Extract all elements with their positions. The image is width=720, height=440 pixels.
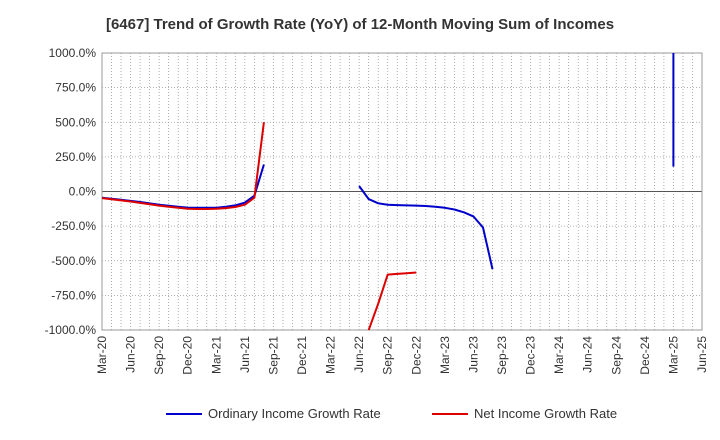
y-tick-label: 500.0% <box>55 115 96 129</box>
legend-swatch-net-income <box>432 413 468 415</box>
y-tick-label: -750.0% <box>51 288 96 302</box>
y-tick-label: 1000.0% <box>49 46 97 60</box>
chart-title: [6467] Trend of Growth Rate (YoY) of 12-… <box>105 16 615 33</box>
x-tick-label: Dec-24 <box>638 336 652 375</box>
y-tick-label: -1000.0% <box>45 323 97 337</box>
x-tick-label: Dec-22 <box>409 336 423 375</box>
y-tick-label: 250.0% <box>55 150 96 164</box>
x-tick-label: Dec-23 <box>524 336 538 375</box>
x-tick-label: Mar-22 <box>324 336 338 374</box>
y-tick-label: -250.0% <box>51 219 96 233</box>
x-tick-label: Sep-23 <box>495 336 509 375</box>
x-tick-label: Jun-24 <box>581 336 595 373</box>
x-tick-label: Jun-25 <box>695 336 709 373</box>
y-tick-label: -500.0% <box>51 254 96 268</box>
x-tick-label: Sep-24 <box>609 336 623 375</box>
legend: Ordinary Income Growth Rate Net Income G… <box>0 404 720 424</box>
series-line-net-income <box>367 271 417 331</box>
y-tick-label: 750.0% <box>55 81 96 95</box>
series-line-net-income <box>102 122 265 210</box>
x-tick-label: Sep-20 <box>152 336 166 375</box>
x-tick-label: Sep-21 <box>266 336 280 375</box>
x-tick-label: Mar-24 <box>552 336 566 374</box>
x-tick-label: Jun-20 <box>124 336 138 373</box>
x-tick-label: Dec-20 <box>181 336 195 375</box>
x-tick-label: Jun-23 <box>466 336 480 373</box>
x-tick-label: Jun-22 <box>352 336 366 373</box>
series-line-ordinary-income <box>358 185 494 270</box>
series-layer <box>102 53 675 331</box>
x-tick-label: Mar-23 <box>438 336 452 374</box>
x-tick-label: Mar-20 <box>95 336 109 374</box>
grid-layer <box>101 52 703 331</box>
x-tick-label: Mar-25 <box>666 336 680 374</box>
legend-label-net-income: Net Income Growth Rate <box>474 406 618 421</box>
legend-swatch-ordinary-income <box>166 413 202 415</box>
x-tick-label: Sep-22 <box>381 336 395 375</box>
plot-frame <box>101 52 703 331</box>
legend-label-ordinary-income: Ordinary Income Growth Rate <box>208 406 381 421</box>
x-tick-label: Dec-21 <box>295 336 309 375</box>
y-tick-label: 0.0% <box>69 185 97 199</box>
x-tick-label: Jun-21 <box>238 336 252 373</box>
axis-layer: 1000.0% 750.0% 500.0% 250.0% 0.0% -250.0% -500… <box>45 46 709 375</box>
x-tick-label: Mar-21 <box>209 336 223 374</box>
